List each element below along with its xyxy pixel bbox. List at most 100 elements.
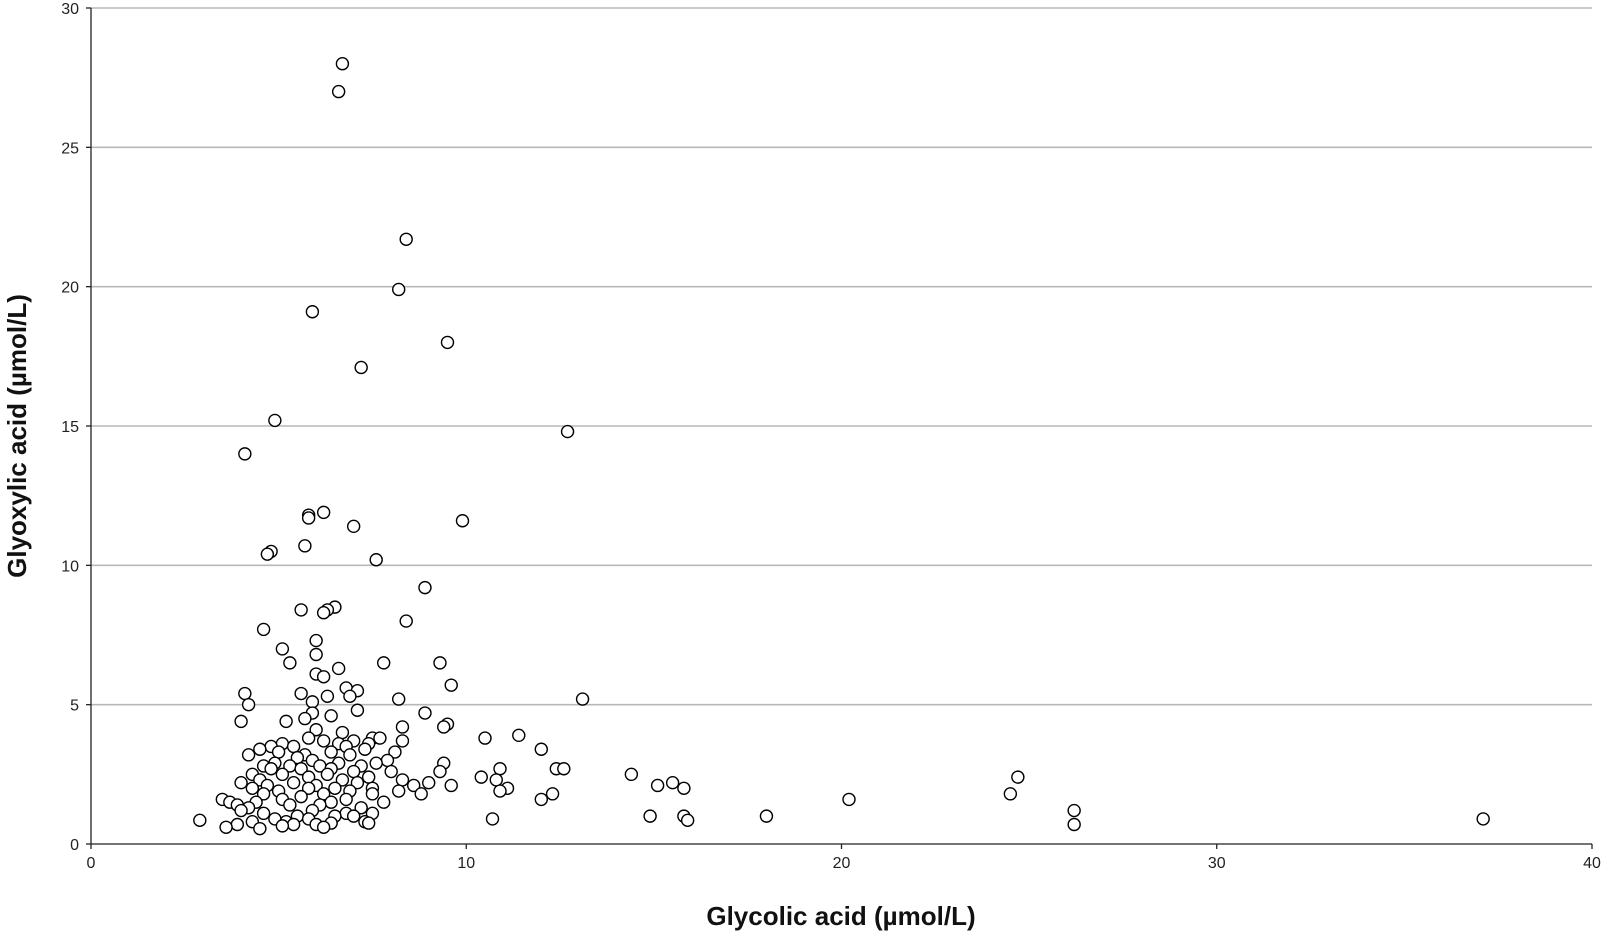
data-point xyxy=(343,748,357,762)
data-points xyxy=(193,57,1490,836)
data-point xyxy=(395,720,410,734)
x-tick-label: 40 xyxy=(1583,855,1601,872)
gridlines xyxy=(91,7,1592,706)
data-point xyxy=(437,720,451,734)
data-point xyxy=(331,661,346,676)
data-point xyxy=(384,764,398,779)
data-point xyxy=(1067,803,1081,818)
data-point xyxy=(305,695,320,709)
data-point xyxy=(365,787,380,801)
data-point xyxy=(1011,770,1025,784)
data-point xyxy=(320,689,335,704)
data-point xyxy=(1476,812,1490,826)
data-point xyxy=(650,778,665,793)
data-point xyxy=(316,820,331,834)
y-tick-label: 30 xyxy=(61,1,79,18)
data-point xyxy=(354,360,368,375)
data-point xyxy=(407,778,421,793)
data-point xyxy=(339,792,353,807)
data-point xyxy=(354,801,368,815)
data-point xyxy=(324,745,338,759)
data-point xyxy=(316,505,331,520)
data-point xyxy=(219,820,233,834)
data-point xyxy=(388,745,402,759)
y-tick-label: 20 xyxy=(61,280,79,297)
data-point xyxy=(316,734,331,748)
data-point xyxy=(399,614,413,628)
data-point xyxy=(422,775,436,790)
data-point xyxy=(392,692,406,706)
data-point xyxy=(230,817,245,832)
data-point xyxy=(335,57,350,71)
data-point xyxy=(346,809,361,823)
data-point xyxy=(485,812,500,826)
data-point xyxy=(256,787,271,801)
data-point xyxy=(478,731,492,745)
data-point xyxy=(238,686,252,701)
data-point xyxy=(245,781,260,795)
data-point xyxy=(301,511,316,525)
data-point xyxy=(414,787,428,801)
data-point xyxy=(557,762,571,776)
data-point xyxy=(376,656,391,670)
data-point xyxy=(320,767,335,782)
data-point xyxy=(493,784,507,798)
data-point xyxy=(346,764,361,779)
data-point xyxy=(275,642,290,656)
data-point xyxy=(680,813,695,828)
data-point xyxy=(234,803,248,818)
data-point xyxy=(444,678,458,692)
data-point xyxy=(418,580,432,595)
data-point xyxy=(309,647,323,662)
data-point xyxy=(677,781,691,795)
data-point xyxy=(493,762,507,776)
data-point xyxy=(309,723,323,737)
data-point xyxy=(286,817,301,832)
data-point xyxy=(392,282,406,297)
data-point xyxy=(369,553,383,567)
data-point xyxy=(328,781,342,795)
x-tick-label: 30 xyxy=(1208,855,1226,872)
data-point xyxy=(392,784,406,798)
data-point xyxy=(298,539,312,553)
data-point xyxy=(286,775,301,790)
data-point xyxy=(395,734,410,748)
y-tick-label: 15 xyxy=(61,419,79,436)
data-point xyxy=(301,781,316,795)
data-point xyxy=(260,547,275,561)
data-point xyxy=(294,789,308,804)
data-point xyxy=(346,519,361,534)
data-point xyxy=(256,806,271,821)
data-point xyxy=(241,748,256,762)
data-point xyxy=(279,714,293,729)
data-point xyxy=(234,775,248,790)
x-axis-label: Glycolic acid (µmol/L) xyxy=(706,901,975,931)
y-tick-label: 10 xyxy=(61,558,79,575)
data-point xyxy=(534,742,548,756)
data-point xyxy=(316,606,331,620)
data-point xyxy=(350,703,365,717)
data-point xyxy=(283,656,297,670)
y-axis-ticks: 0 5 10 15 20 25 30 xyxy=(61,1,91,854)
data-point xyxy=(380,753,395,768)
data-point xyxy=(294,603,308,617)
data-point xyxy=(395,773,410,787)
data-point xyxy=(842,792,856,807)
data-point xyxy=(335,725,350,740)
data-point xyxy=(275,819,290,833)
data-point xyxy=(433,656,447,670)
x-tick-label: 20 xyxy=(833,855,851,872)
data-point xyxy=(294,686,308,701)
data-point xyxy=(512,728,526,743)
data-point xyxy=(241,697,256,712)
data-point xyxy=(624,767,639,782)
data-point xyxy=(1003,787,1018,801)
data-point xyxy=(358,742,372,756)
data-point xyxy=(275,767,290,782)
data-point xyxy=(335,773,350,787)
data-point xyxy=(376,795,391,809)
data-point xyxy=(545,787,560,801)
data-point xyxy=(253,742,267,756)
data-point xyxy=(264,762,278,776)
